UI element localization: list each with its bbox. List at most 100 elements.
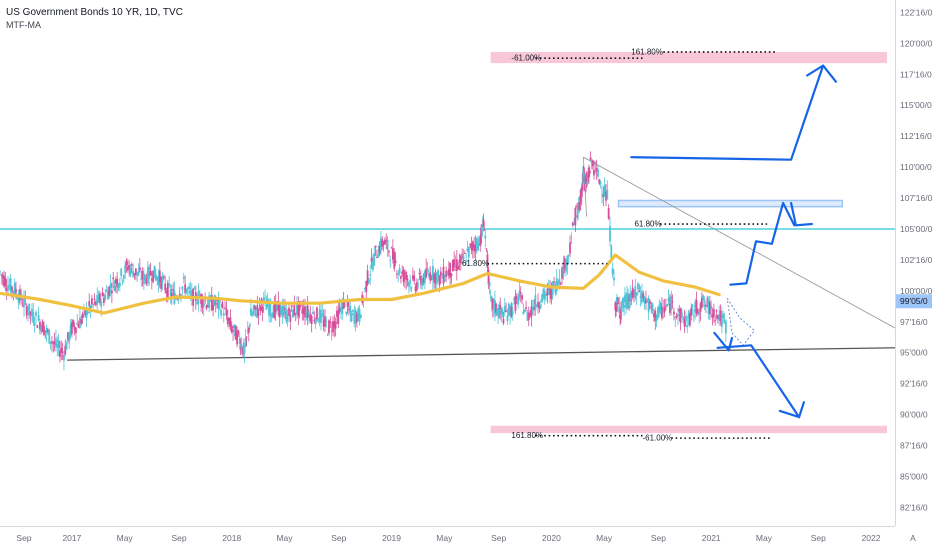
candle-body bbox=[345, 312, 348, 315]
candle-body bbox=[645, 299, 647, 304]
candle-body bbox=[330, 330, 333, 332]
candle-body bbox=[593, 169, 595, 176]
candle-body bbox=[398, 268, 401, 274]
candle-body bbox=[140, 278, 143, 280]
candle-body bbox=[450, 273, 453, 277]
candle-body bbox=[136, 272, 139, 275]
candle-body bbox=[678, 308, 681, 312]
candle-body bbox=[325, 321, 328, 323]
candle-body bbox=[348, 308, 350, 311]
candle-body bbox=[59, 350, 61, 357]
candle-body bbox=[482, 219, 485, 227]
candle-body bbox=[515, 296, 518, 298]
candle-body bbox=[378, 246, 381, 254]
candle-body bbox=[445, 270, 448, 278]
candle-body bbox=[534, 295, 537, 311]
chart-legend: US Government Bonds 10 YR, 1D, TVC MTF-M… bbox=[6, 6, 183, 31]
candle-body bbox=[157, 276, 160, 286]
candle-body bbox=[222, 312, 225, 316]
candle-body bbox=[599, 181, 602, 184]
candle-body bbox=[658, 304, 661, 313]
time-axis[interactable]: Sep 2017 May Sep 2018 May Sep 2019 May Sep 2020 May… bbox=[0, 526, 932, 550]
candle-body bbox=[495, 303, 497, 313]
candle-body bbox=[639, 295, 642, 299]
candle-body bbox=[403, 277, 406, 279]
candle-body bbox=[576, 208, 579, 219]
candle-body bbox=[87, 311, 89, 314]
candle-body bbox=[94, 301, 97, 306]
candle-body bbox=[666, 303, 669, 307]
candle-body bbox=[507, 303, 510, 316]
candle-body bbox=[196, 302, 199, 305]
candle-body bbox=[509, 305, 511, 316]
candle-body bbox=[702, 295, 705, 301]
candle-body bbox=[494, 299, 496, 314]
candle-body bbox=[141, 271, 144, 279]
resistance-box bbox=[617, 199, 844, 208]
candle-body bbox=[638, 290, 641, 293]
candle-body bbox=[36, 325, 39, 328]
candle-body bbox=[688, 312, 691, 326]
candle-body bbox=[631, 287, 634, 298]
candle-body bbox=[571, 223, 574, 226]
candle-body bbox=[109, 283, 112, 288]
candle-body bbox=[308, 312, 310, 316]
candle-body bbox=[650, 306, 653, 308]
candle-body bbox=[605, 192, 607, 201]
candle-body bbox=[454, 264, 457, 267]
candle-body bbox=[96, 294, 99, 305]
candle-body bbox=[380, 237, 382, 251]
candle-body bbox=[342, 298, 345, 309]
candle-body bbox=[11, 286, 13, 291]
candle-body bbox=[426, 270, 429, 272]
candle-body bbox=[102, 297, 105, 303]
candle-body bbox=[500, 308, 503, 314]
price-axis[interactable]: 122'16/0 120'00/0 117'16/0 115'00/0 112'16/0… bbox=[895, 0, 932, 550]
candle-body bbox=[594, 161, 597, 165]
candle-body bbox=[647, 298, 650, 312]
candle-body bbox=[706, 298, 709, 300]
candle-body bbox=[461, 253, 464, 255]
candle-body bbox=[252, 310, 254, 314]
candle-body bbox=[422, 277, 425, 283]
auto-scale-button[interactable]: A bbox=[910, 533, 916, 543]
candle-body bbox=[723, 320, 726, 322]
candle-body bbox=[276, 303, 278, 309]
x-tick-label: Sep bbox=[171, 533, 186, 543]
candle-body bbox=[446, 272, 449, 276]
candle-body bbox=[690, 307, 693, 316]
candle-body bbox=[329, 321, 332, 324]
candle-body bbox=[269, 300, 272, 314]
candle-body bbox=[699, 303, 702, 312]
ma-line bbox=[0, 253, 721, 315]
candle-body bbox=[665, 305, 667, 307]
candle-body bbox=[293, 304, 296, 315]
candle-body bbox=[630, 300, 633, 302]
candle-body bbox=[603, 185, 606, 196]
candle-body bbox=[9, 278, 12, 293]
candle-body bbox=[386, 239, 389, 250]
candle-body bbox=[297, 301, 300, 317]
x-tick-label: May bbox=[596, 533, 613, 543]
candle-body bbox=[584, 176, 587, 181]
candle-body bbox=[715, 310, 718, 312]
candle-body bbox=[246, 330, 249, 332]
candle-body bbox=[28, 303, 31, 316]
candle-body bbox=[405, 272, 408, 280]
x-tick-label: 2017 bbox=[62, 533, 81, 543]
candle-body bbox=[72, 320, 75, 326]
candle-body bbox=[462, 255, 465, 260]
candle-body bbox=[573, 222, 575, 226]
x-tick-label: May bbox=[117, 533, 134, 543]
candle-body bbox=[7, 285, 9, 292]
candle-body bbox=[265, 305, 268, 310]
candle-body bbox=[474, 244, 477, 252]
candle-body bbox=[481, 224, 484, 232]
trend-lines bbox=[0, 156, 896, 361]
candle-body bbox=[531, 307, 534, 311]
candle-body bbox=[213, 295, 216, 305]
candle-body bbox=[220, 310, 222, 316]
x-tick-label: Sep bbox=[811, 533, 826, 543]
candle-body bbox=[526, 311, 529, 321]
